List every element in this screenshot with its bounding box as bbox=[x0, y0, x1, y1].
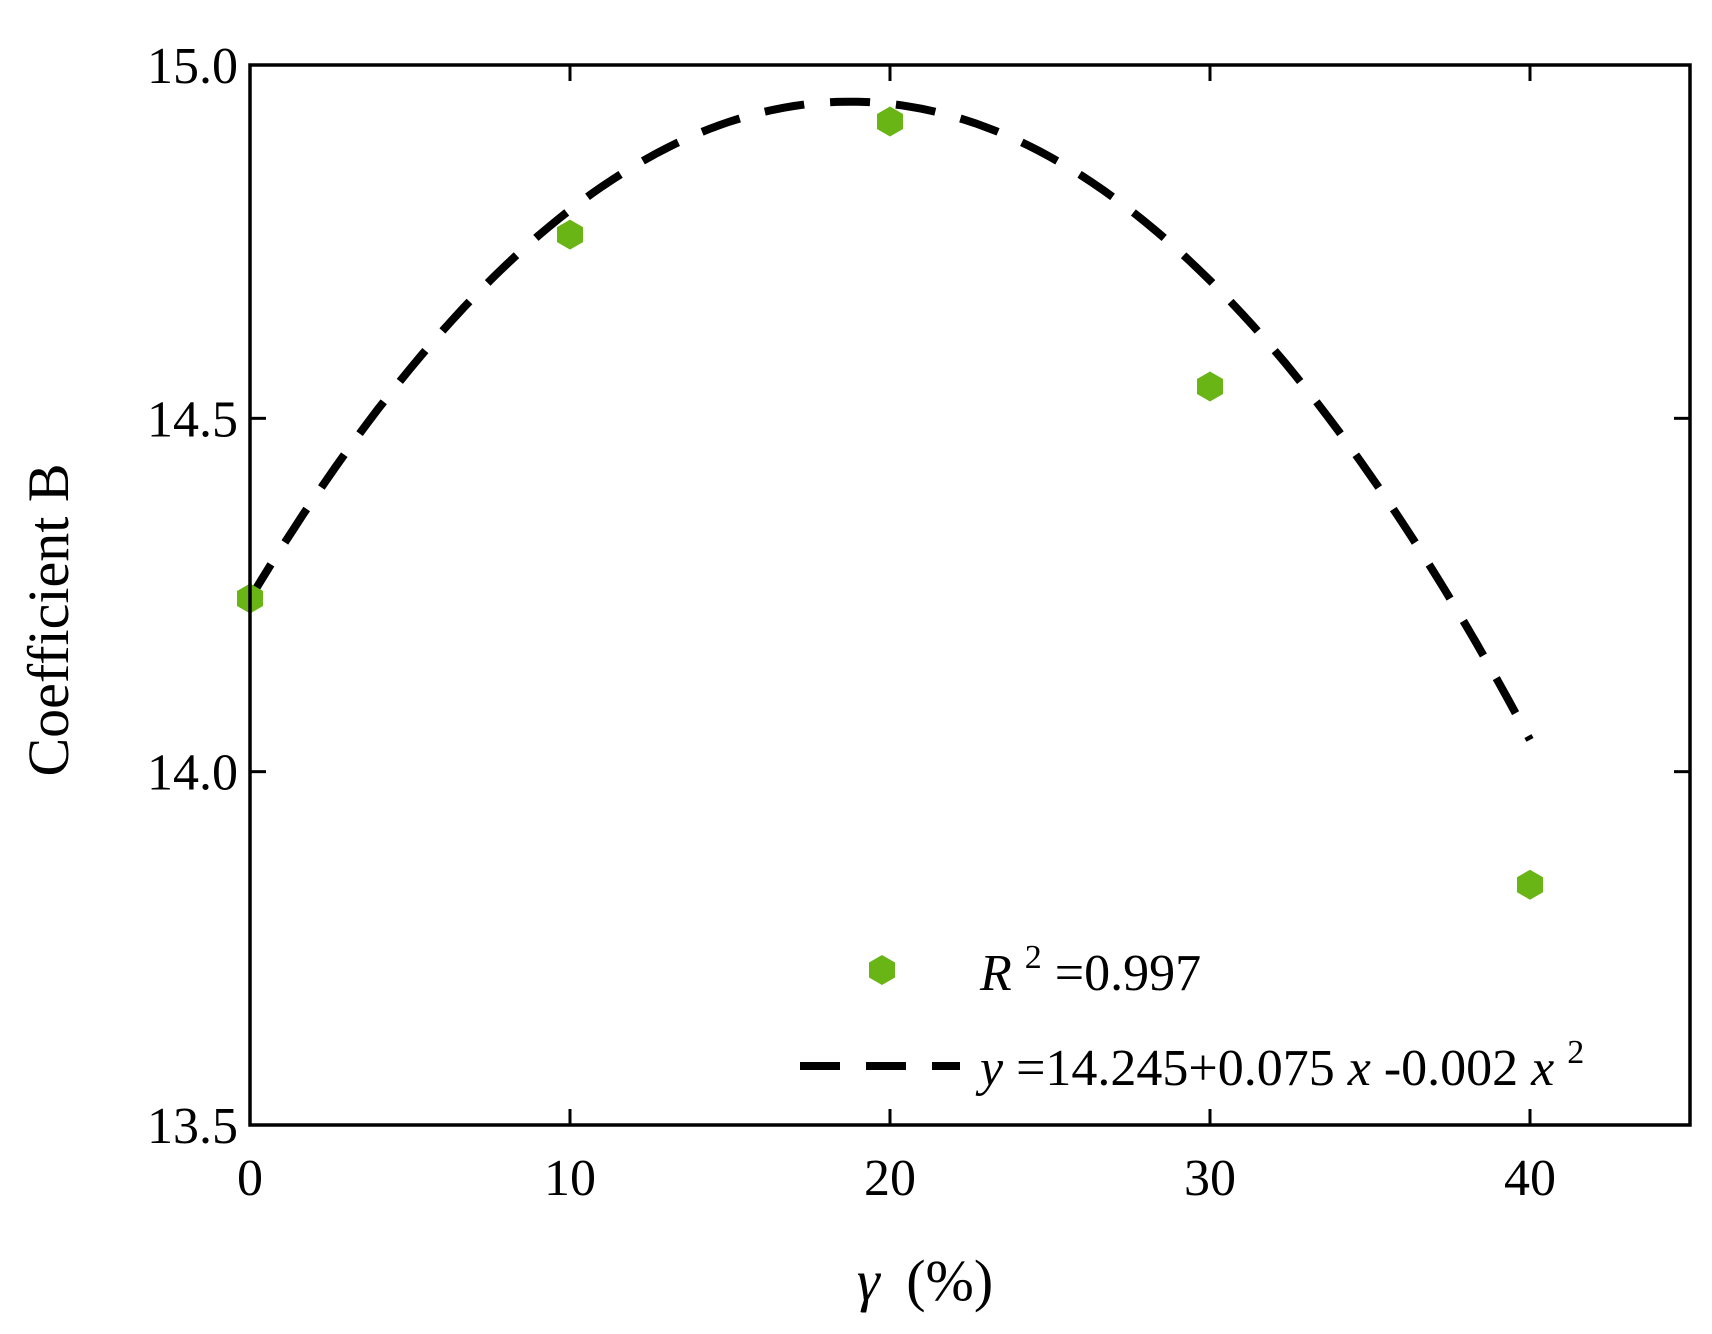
legend-eq-part1: =14.245+0.075 bbox=[1016, 1040, 1335, 1097]
legend-label-points: R 2 =0.997 bbox=[979, 923, 1201, 1002]
ticks bbox=[248, 63, 1690, 1127]
data-point bbox=[1517, 869, 1543, 900]
x-axis-symbol: γ bbox=[857, 1248, 882, 1313]
legend-r-symbol: R bbox=[979, 945, 1012, 1002]
legend-eq-y: y bbox=[975, 1040, 1004, 1097]
legend-eq-x2: x bbox=[1530, 1040, 1554, 1097]
legend-r-superscript: 2 bbox=[1025, 939, 1042, 976]
x-axis-label: γ (%) bbox=[857, 1248, 993, 1313]
y-tick-label: 14.0 bbox=[147, 745, 238, 802]
y-tick-label: 13.5 bbox=[147, 1098, 238, 1155]
legend-r-value: =0.997 bbox=[1055, 945, 1201, 1002]
y-axis-label: Coefficient B bbox=[16, 463, 81, 776]
legend-eq-sup: 2 bbox=[1567, 1034, 1584, 1071]
data-point bbox=[557, 219, 583, 250]
data-point bbox=[877, 106, 903, 137]
x-axis-unit: (%) bbox=[906, 1248, 993, 1313]
y-tick-label: 15.0 bbox=[147, 38, 238, 95]
legend: R 2 =0.997 y =14.245+0.075 x -0.002 x 2 bbox=[800, 923, 1584, 1097]
x-tick-label: 10 bbox=[544, 1150, 596, 1207]
fit-curve bbox=[246, 97, 1534, 742]
plot-frame bbox=[248, 63, 1692, 1127]
legend-label-fit: y =14.245+0.075 x -0.002 x 2 bbox=[975, 1034, 1584, 1097]
data-points bbox=[237, 106, 1543, 900]
legend-marker-points bbox=[869, 955, 895, 985]
legend-eq-part2: -0.002 bbox=[1384, 1040, 1518, 1097]
x-tick-label: 20 bbox=[864, 1150, 916, 1207]
data-point bbox=[1197, 371, 1223, 402]
tick-labels: 0 10 20 30 40 13.5 14.0 14.5 15.0 bbox=[147, 38, 1556, 1207]
y-tick-label: 14.5 bbox=[147, 391, 238, 448]
x-tick-label: 30 bbox=[1184, 1150, 1236, 1207]
x-tick-label: 40 bbox=[1504, 1150, 1556, 1207]
x-tick-label: 0 bbox=[237, 1150, 263, 1207]
legend-eq-x1: x bbox=[1347, 1040, 1371, 1097]
